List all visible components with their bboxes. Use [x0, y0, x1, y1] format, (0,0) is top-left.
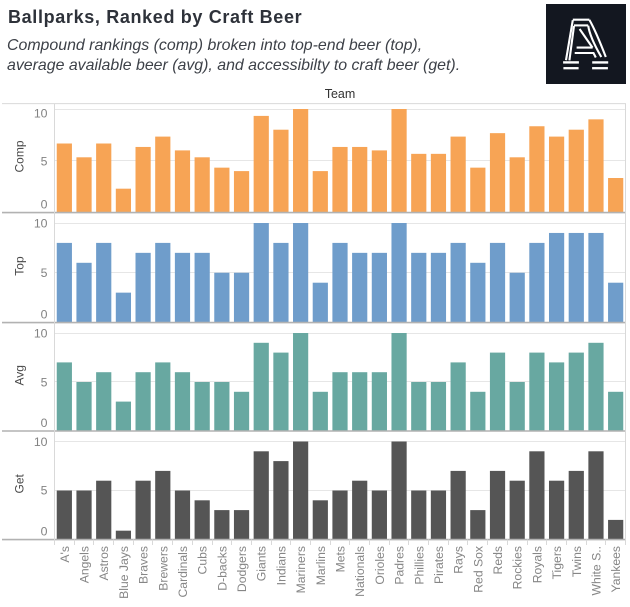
svg-text:Marlins: Marlins [314, 546, 328, 585]
svg-text:0: 0 [41, 524, 48, 538]
svg-text:Mets: Mets [334, 546, 348, 572]
svg-text:10: 10 [34, 326, 48, 340]
svg-text:D-backs: D-backs [215, 546, 229, 591]
svg-text:Mariners: Mariners [294, 546, 308, 593]
svg-text:Brewers: Brewers [156, 546, 170, 591]
svg-text:Twins: Twins [570, 546, 584, 577]
svg-text:Nationals: Nationals [353, 546, 367, 597]
svg-text:Pirates: Pirates [432, 546, 446, 584]
svg-text:Indians: Indians [274, 546, 288, 585]
svg-text:Red Sox: Red Sox [471, 546, 485, 593]
svg-text:White S..: White S.. [589, 546, 603, 595]
svg-text:Dodgers: Dodgers [235, 546, 249, 592]
svg-text:Braves: Braves [137, 546, 151, 584]
svg-text:5: 5 [41, 484, 48, 498]
svg-text:10: 10 [34, 106, 48, 120]
svg-text:Reds: Reds [491, 546, 505, 574]
svg-text:Avg: Avg [12, 365, 26, 385]
svg-text:5: 5 [41, 375, 48, 389]
svg-text:5: 5 [41, 154, 48, 168]
svg-text:Rays: Rays [452, 546, 466, 574]
svg-text:Top: Top [12, 256, 26, 276]
svg-text:10: 10 [34, 216, 48, 230]
svg-text:Astros: Astros [97, 546, 111, 581]
svg-text:A's: A's [58, 546, 72, 563]
svg-text:0: 0 [41, 416, 48, 430]
svg-text:5: 5 [41, 266, 48, 280]
svg-text:0: 0 [41, 307, 48, 321]
svg-text:Tigers: Tigers [550, 546, 564, 579]
svg-text:Royals: Royals [530, 546, 544, 583]
svg-text:Yankees: Yankees [609, 546, 623, 593]
svg-text:Padres: Padres [393, 546, 407, 585]
svg-text:Cardinals: Cardinals [176, 546, 190, 597]
svg-text:Rockies: Rockies [511, 546, 525, 589]
svg-text:Orioles: Orioles [373, 546, 387, 585]
svg-text:Giants: Giants [255, 546, 269, 581]
svg-text:Blue Jays: Blue Jays [117, 546, 131, 599]
svg-text:Comp: Comp [12, 140, 26, 172]
svg-text:Angels: Angels [78, 546, 92, 583]
svg-text:Team: Team [325, 87, 356, 101]
svg-text:Get: Get [12, 473, 26, 493]
svg-text:Phillies: Phillies [412, 546, 426, 585]
svg-text:10: 10 [34, 435, 48, 449]
svg-text:Cubs: Cubs [196, 546, 210, 574]
svg-text:0: 0 [41, 197, 48, 211]
